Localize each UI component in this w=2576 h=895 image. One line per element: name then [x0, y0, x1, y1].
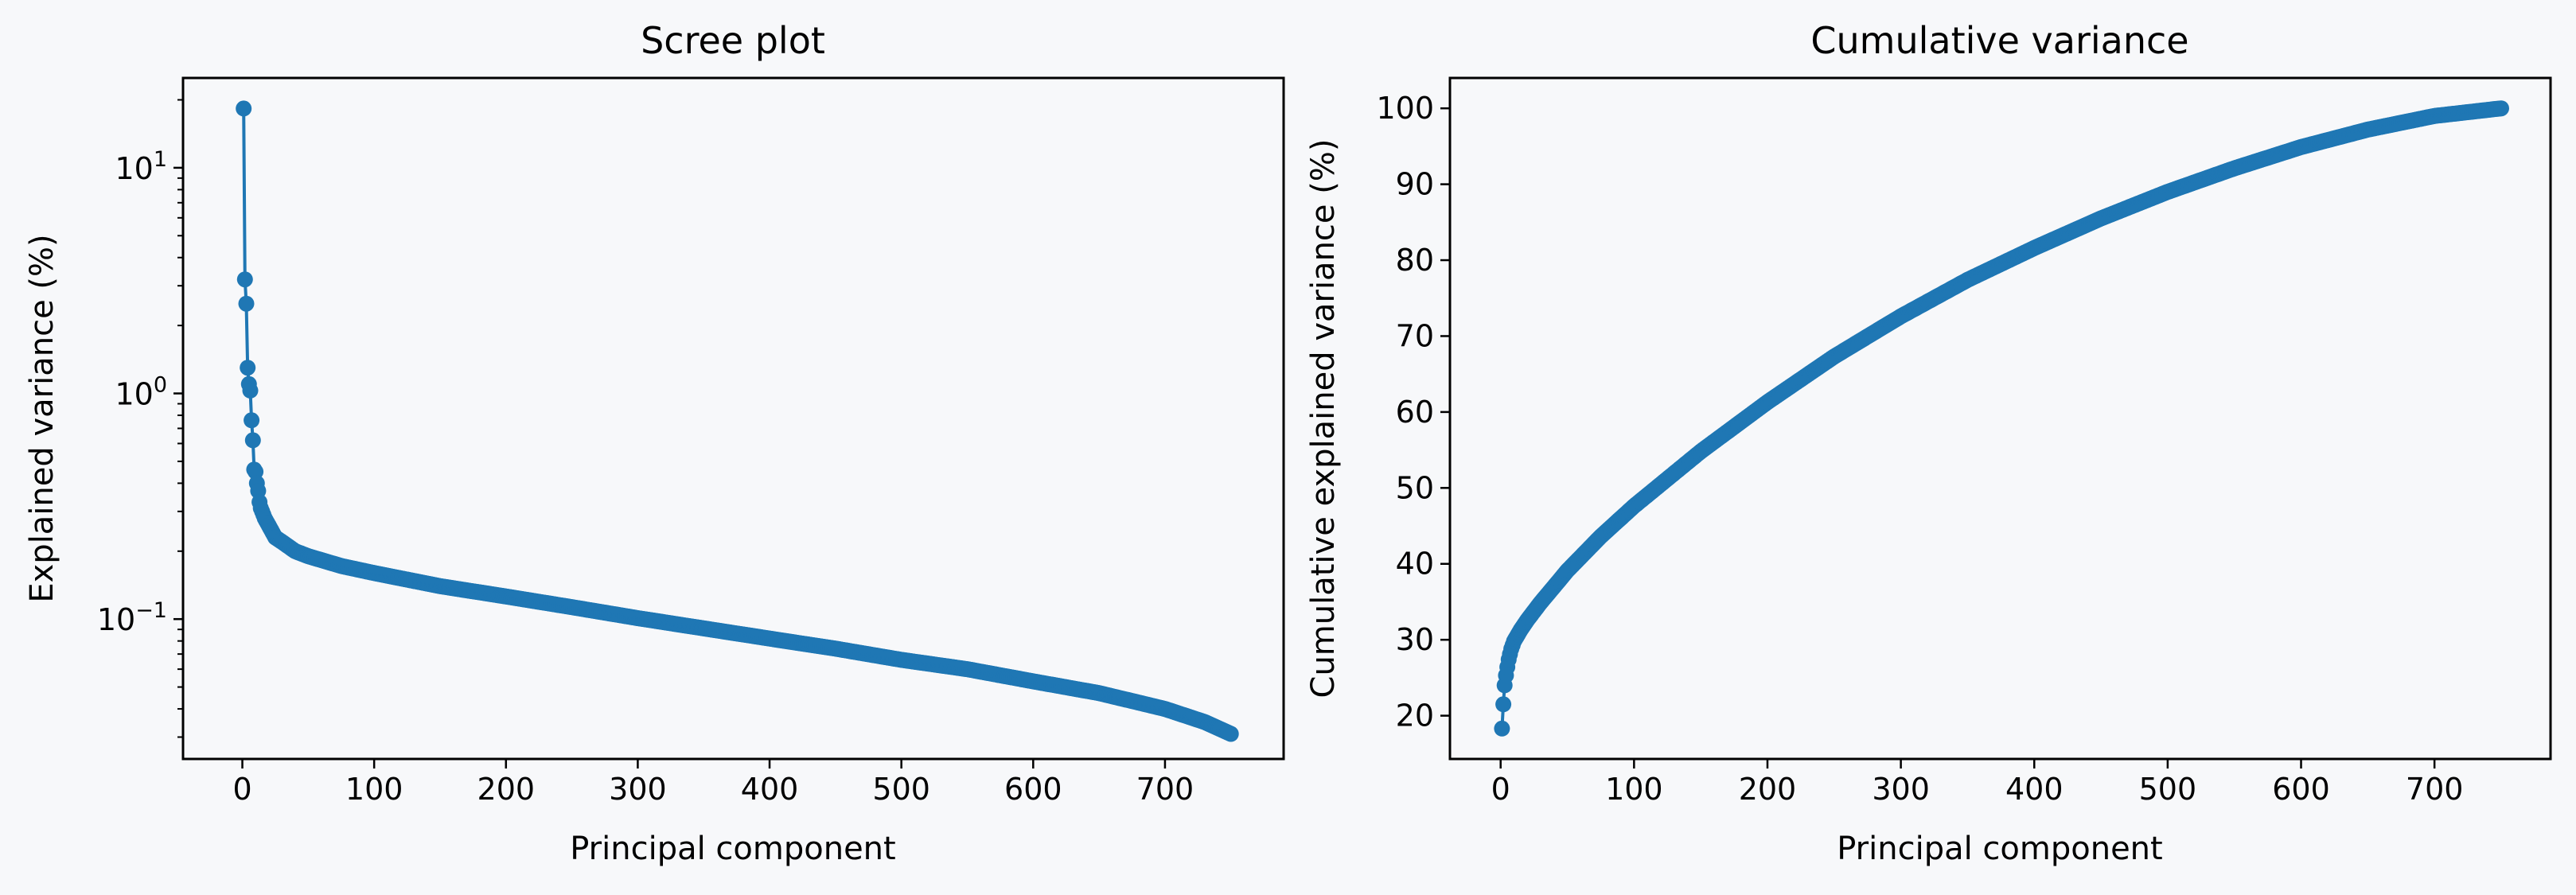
cumulative-variance-plot: Cumulative variance 0 100 200 300 400 500 600 7…	[1305, 19, 2552, 867]
data-point	[1222, 726, 1239, 742]
x-tick-label: 600	[1004, 772, 1062, 807]
x-tick-label: 0	[1491, 772, 1510, 807]
data-point	[242, 382, 259, 399]
y-tick-label: 80	[1396, 243, 1434, 278]
scree-plot-y-axis-label: Explained variance (%)	[24, 234, 60, 602]
y-tick-label: 50	[1396, 470, 1434, 505]
data-point	[247, 463, 264, 480]
cumulative-variance-marks	[1494, 100, 2509, 737]
cumulative-variance-x-axis-label: Principal component	[1837, 831, 2162, 867]
x-tick-label: 300	[609, 772, 667, 807]
scree-plot-title: Scree plot	[641, 19, 825, 62]
scree-plot-x-ticks: 0 100 200 300 400 500 600 700	[232, 759, 1194, 807]
data-point	[236, 271, 253, 288]
data-point	[244, 432, 261, 449]
y-tick-label: 70	[1396, 318, 1434, 353]
scree-plot: Scree plot 0 100 200 300 400 500 600 700 10−110…	[24, 19, 1285, 867]
x-tick-label: 700	[2406, 772, 2464, 807]
scree-plot-x-axis-label: Principal component	[570, 831, 895, 867]
x-tick-label: 200	[477, 772, 536, 807]
data-point	[2493, 100, 2509, 117]
data-point	[1494, 720, 1510, 737]
x-tick-label: 500	[872, 772, 930, 807]
data-point	[244, 412, 260, 429]
x-tick-label: 300	[1872, 772, 1930, 807]
scree-plot-axes-frame	[181, 76, 1285, 761]
y-tick-label: 60	[1396, 395, 1434, 430]
y-tick-label: 90	[1396, 167, 1434, 202]
cumulative-variance-y-axis-label: Cumulative explained variance (%)	[1305, 139, 1342, 698]
data-point	[238, 295, 255, 312]
x-tick-label: 100	[345, 772, 403, 807]
y-tick-label: 101	[115, 147, 167, 186]
x-tick-label: 400	[2005, 772, 2064, 807]
cumulative-variance-axes-frame	[1448, 76, 2552, 761]
scree-plot-marks	[236, 100, 1239, 742]
cumulative-variance-x-ticks: 0 100 200 300 400 500 600 700	[1491, 759, 2464, 807]
cumulative-variance-title: Cumulative variance	[1810, 19, 2188, 62]
scree-plot-y-ticks: 10−1 100 101	[97, 99, 183, 738]
data-point	[240, 360, 256, 376]
y-tick-label: 20	[1396, 698, 1434, 734]
y-tick-label: 100	[115, 373, 167, 412]
cumulative-variance-y-ticks: 20 30 40 50 60 70 80 90 100	[1376, 91, 1450, 734]
y-tick-label: 100	[1376, 91, 1434, 126]
x-tick-label: 100	[1605, 772, 1663, 807]
y-tick-label: 30	[1396, 622, 1434, 657]
x-tick-label: 600	[2272, 772, 2330, 807]
x-tick-label: 0	[232, 772, 251, 807]
data-point	[1495, 696, 1512, 713]
data-point	[236, 100, 252, 117]
x-tick-label: 500	[2139, 772, 2197, 807]
x-tick-label: 700	[1136, 772, 1194, 807]
x-tick-label: 200	[1739, 772, 1797, 807]
x-tick-label: 400	[741, 772, 799, 807]
y-tick-label: 10−1	[97, 598, 167, 637]
y-tick-label: 40	[1396, 547, 1434, 582]
